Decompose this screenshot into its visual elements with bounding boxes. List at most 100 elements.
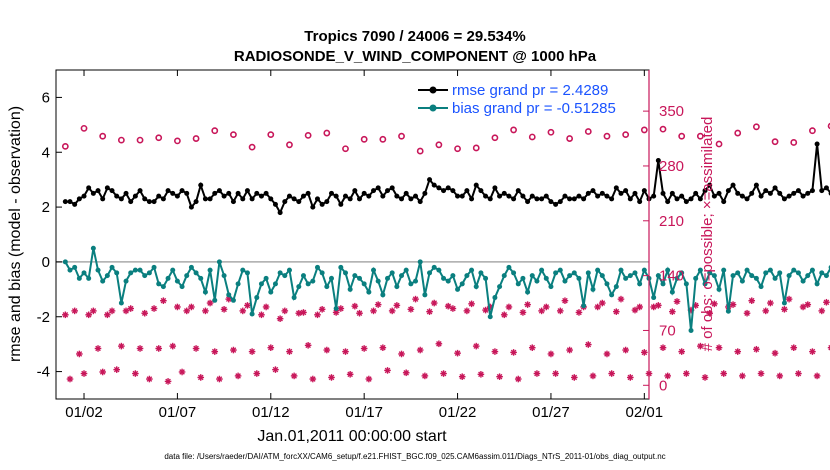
possible-point xyxy=(342,145,349,153)
assimilated-point xyxy=(491,348,499,355)
bias-point xyxy=(188,264,194,270)
rmse-point xyxy=(254,190,260,196)
assimilated-point xyxy=(76,350,83,358)
assimilated-point xyxy=(463,307,471,315)
bias-point xyxy=(296,284,302,290)
assimilated-point xyxy=(757,370,765,377)
assimilated-point xyxy=(393,302,401,309)
bias-point xyxy=(436,267,442,273)
bias-point xyxy=(819,270,825,276)
rmse-point xyxy=(314,196,320,202)
assimilated-point xyxy=(183,307,191,315)
assimilated-point xyxy=(85,311,92,319)
rmse-point xyxy=(497,193,503,199)
y-tick-label: 2 xyxy=(42,199,50,216)
x-tick-label: 01/22 xyxy=(439,404,477,421)
rmse-point xyxy=(613,185,619,191)
assimilated-point xyxy=(631,306,639,314)
bias-point xyxy=(347,286,353,292)
assimilated-point xyxy=(711,300,718,308)
y-axis: -4 -2 0 2 4 6 xyxy=(37,89,62,381)
assimilated-point xyxy=(351,302,359,310)
assimilated-point xyxy=(108,307,116,315)
bias-point xyxy=(483,275,489,281)
rmse-point xyxy=(193,199,199,205)
rmse-point xyxy=(660,190,666,196)
bias-point xyxy=(576,275,582,281)
bias-point xyxy=(814,281,820,287)
rmse-point xyxy=(375,185,381,191)
chart-title: Tropics 7090 / 24006 = 29.534% xyxy=(304,28,525,45)
bias-point xyxy=(711,273,717,279)
rmse-point xyxy=(324,199,330,205)
bias-point xyxy=(128,270,134,276)
rmse-point xyxy=(702,188,708,194)
bias-point xyxy=(809,267,815,273)
bias-point xyxy=(581,303,587,309)
bias-point xyxy=(375,278,381,284)
bias-point xyxy=(352,273,358,279)
rmse-point xyxy=(300,193,306,199)
assimilated-point xyxy=(804,301,812,308)
rmse-point xyxy=(67,199,73,205)
bias-point xyxy=(385,275,391,281)
assimilated-point xyxy=(388,307,396,315)
rmse-point xyxy=(216,188,222,194)
y-tick-label: 4 xyxy=(42,144,50,161)
rmse-point xyxy=(520,193,526,199)
assimilated-point xyxy=(641,349,648,356)
bias-point xyxy=(156,281,162,287)
assimilated-point xyxy=(197,374,205,381)
bias-point xyxy=(72,264,78,270)
assimilated-point xyxy=(468,300,475,308)
assimilated-point xyxy=(309,375,317,383)
bias-point xyxy=(258,281,264,287)
assimilated-point xyxy=(599,299,606,307)
rmse-point xyxy=(371,188,377,194)
rmse-point xyxy=(623,188,629,194)
assimilated-point xyxy=(188,303,195,311)
possible-point xyxy=(230,131,237,139)
rmse-point xyxy=(132,193,138,199)
rmse-point xyxy=(795,188,801,194)
assimilated-point xyxy=(178,368,186,376)
bias-point xyxy=(342,270,348,276)
possible-point xyxy=(323,129,331,137)
rmse-point xyxy=(735,190,741,196)
rmse-point xyxy=(268,196,274,202)
bias-point xyxy=(90,245,96,251)
bias-point xyxy=(413,278,419,284)
assimilated-point xyxy=(589,372,597,380)
assimilated-point xyxy=(342,348,349,355)
assimilated-point xyxy=(636,303,643,311)
bias-point xyxy=(725,308,731,314)
bias-point xyxy=(506,264,512,270)
rmse-point xyxy=(226,190,232,196)
rmse-point xyxy=(450,188,456,194)
bias-point xyxy=(511,270,517,276)
assimilated-point xyxy=(113,366,121,373)
possible-point xyxy=(248,143,256,151)
bias-point xyxy=(534,278,540,284)
bias-point xyxy=(160,284,166,290)
bias-point xyxy=(651,295,657,301)
rmse-point xyxy=(170,190,176,196)
assimilated-point xyxy=(533,370,541,377)
assimilated-point xyxy=(202,307,209,315)
rmse-point xyxy=(137,188,143,194)
bias-point xyxy=(441,275,447,281)
bias-point xyxy=(230,297,236,303)
possible-point xyxy=(117,136,125,144)
assimilated-point xyxy=(332,309,340,316)
assimilated-point xyxy=(510,349,517,356)
rmse-point xyxy=(525,199,531,205)
rmse-point xyxy=(352,188,358,194)
assimilated-point xyxy=(80,370,88,377)
bias-point xyxy=(637,281,643,287)
bias-point xyxy=(165,275,171,281)
bias-point xyxy=(254,295,260,301)
bias-point xyxy=(427,270,433,276)
assimilated-point xyxy=(155,345,163,352)
rmse-point xyxy=(599,190,605,196)
